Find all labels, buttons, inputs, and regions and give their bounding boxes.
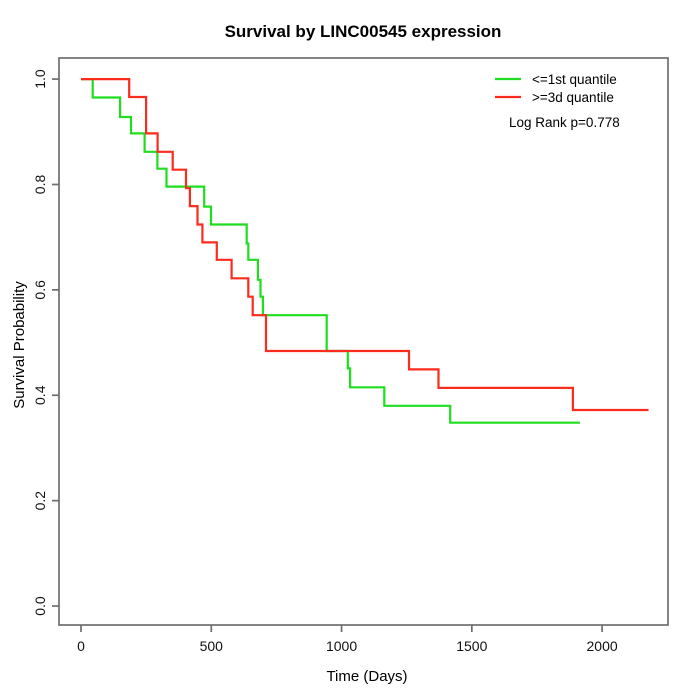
x-tick-label: 2000 bbox=[587, 638, 618, 654]
legend: <=1st quantile >=3d quantile Log Rank p=… bbox=[495, 72, 620, 130]
y-tick-label: 0.4 bbox=[32, 385, 48, 405]
y-tick-label: 0.6 bbox=[32, 280, 48, 300]
x-axis-label: Time (Days) bbox=[326, 668, 407, 685]
chart-title: Survival by LINC00545 expression bbox=[225, 22, 502, 41]
survival-curve-low-quantile bbox=[81, 78, 580, 424]
x-tick-label: 1000 bbox=[326, 638, 357, 654]
log-rank-annotation: Log Rank p=0.778 bbox=[509, 115, 620, 130]
y-tick-label: 0.0 bbox=[32, 596, 48, 616]
x-tick-label: 0 bbox=[77, 638, 85, 654]
x-tick-label: 1500 bbox=[456, 638, 487, 654]
x-axis-ticks: 0 500 1000 1500 2000 bbox=[77, 625, 618, 654]
x-tick-label: 500 bbox=[200, 638, 224, 654]
y-axis-label: Survival Probability bbox=[11, 281, 28, 409]
legend-label-high-quantile: >=3d quantile bbox=[532, 90, 614, 105]
y-tick-label: 1.0 bbox=[32, 69, 48, 89]
legend-label-low-quantile: <=1st quantile bbox=[532, 72, 617, 87]
y-tick-label: 0.8 bbox=[32, 175, 48, 195]
y-axis-ticks: 0.0 0.2 0.4 0.6 0.8 1.0 bbox=[32, 69, 59, 616]
plot-frame bbox=[58, 57, 669, 626]
survival-curve-high-quantile bbox=[81, 78, 649, 412]
y-tick-label: 0.2 bbox=[32, 491, 48, 511]
survival-curves bbox=[81, 78, 649, 424]
